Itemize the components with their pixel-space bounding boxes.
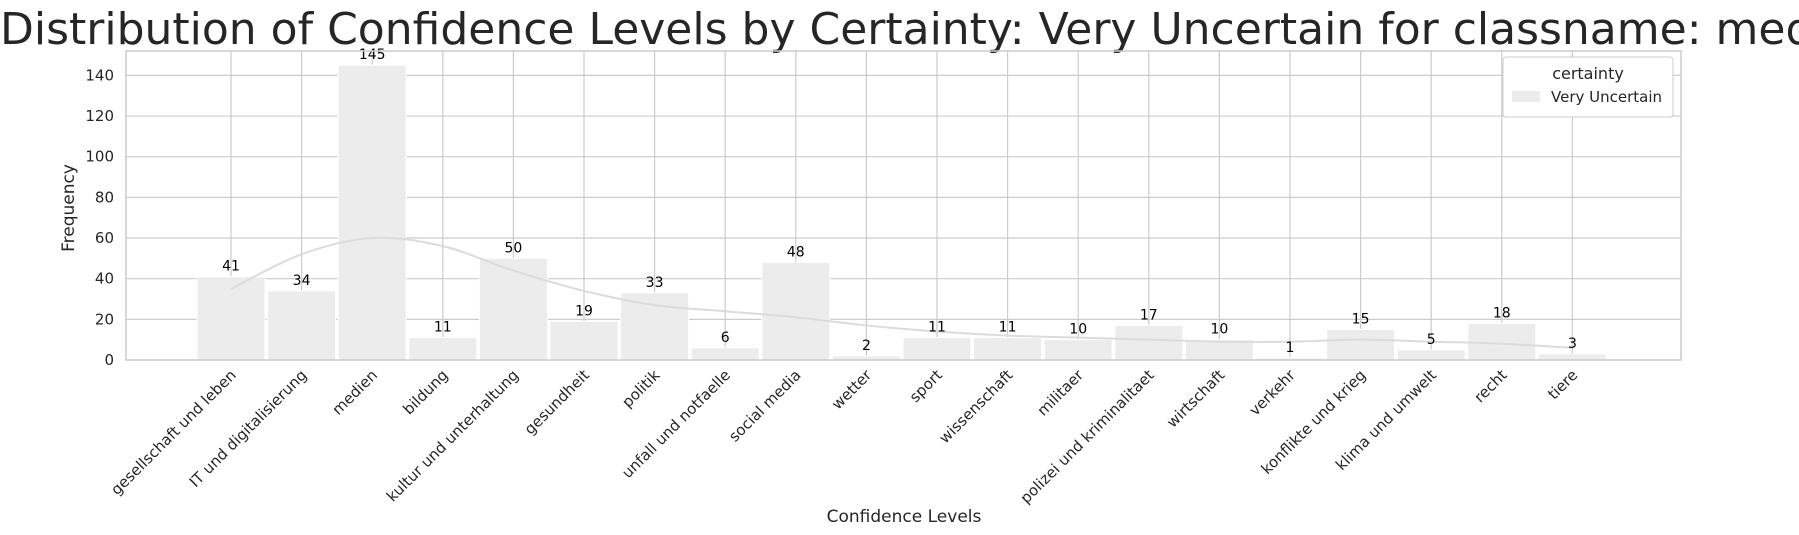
bar-value-label: 145 xyxy=(359,47,386,63)
x-tick-label: sport xyxy=(906,366,946,406)
bar-value-label: 2 xyxy=(862,338,871,354)
x-tick-label: wetter xyxy=(828,366,876,414)
kde-layer xyxy=(230,236,1573,349)
bar xyxy=(196,276,266,361)
chart-title: Distribution of Confidence Levels by Cer… xyxy=(0,4,1799,55)
bar-value-label: 10 xyxy=(1069,322,1087,338)
y-tick-label: 40 xyxy=(95,270,114,288)
data-label-layer: 41 34 145 11 50 19 33 6 48 2 11 11 10 17 10 1 15 5 18 3 xyxy=(222,47,1577,356)
bar xyxy=(1043,339,1113,361)
bar xyxy=(549,320,619,361)
bar-value-label: 6 xyxy=(721,330,730,346)
bar xyxy=(690,347,760,361)
bar xyxy=(408,337,478,361)
y-tick-label: 0 xyxy=(104,351,114,369)
legend-swatch xyxy=(1512,91,1540,102)
y-axis-label: Frequency xyxy=(59,164,79,252)
bar xyxy=(337,64,407,361)
bar-value-label: 18 xyxy=(1493,305,1511,321)
bar-value-label: 33 xyxy=(646,275,664,291)
y-tick-label: 80 xyxy=(95,188,114,206)
x-axis-label: Confidence Levels xyxy=(827,507,982,527)
bar-value-label: 5 xyxy=(1427,332,1436,348)
bar-value-label: 3 xyxy=(1568,336,1577,352)
x-tick-label: politik xyxy=(618,366,663,411)
x-tick-label: wissenschaft xyxy=(935,366,1016,447)
bar xyxy=(1537,353,1607,361)
y-tick-label: 140 xyxy=(85,66,114,84)
bar xyxy=(478,257,548,361)
y-tick-label: 60 xyxy=(95,229,114,247)
legend-title: certainty xyxy=(1552,64,1624,83)
x-tick-label: recht xyxy=(1471,366,1511,406)
bar xyxy=(1467,322,1537,361)
bar xyxy=(1326,329,1396,361)
bar-layer xyxy=(196,64,1607,361)
bar xyxy=(620,292,690,361)
bar xyxy=(902,337,972,361)
bar-value-label: 11 xyxy=(928,320,946,336)
bar xyxy=(1114,324,1184,361)
x-tick-label: gesellschaft und leben xyxy=(107,366,240,499)
y-tick-label: 100 xyxy=(85,148,114,166)
bar xyxy=(1396,349,1466,361)
x-tick-label: wirtschaft xyxy=(1163,366,1228,431)
legend-entry-very-uncertain: Very Uncertain xyxy=(1551,88,1662,106)
x-tick-label: bildung xyxy=(399,366,451,418)
x-tick-label: verkehr xyxy=(1246,366,1300,420)
bar xyxy=(973,337,1043,361)
y-tick-label: 20 xyxy=(95,310,114,328)
y-tick-label: 120 xyxy=(85,107,114,125)
bar-value-label: 10 xyxy=(1210,322,1228,338)
bar-value-label: 41 xyxy=(222,259,240,275)
x-tick-label: medien xyxy=(329,366,382,419)
legend: certainty Very Uncertain xyxy=(1502,56,1674,118)
x-tick-label: IT und digitalisierung xyxy=(186,366,311,491)
axes-frame xyxy=(125,50,1682,361)
legend-frame xyxy=(1502,56,1674,118)
x-tick-label: militaer xyxy=(1034,366,1088,420)
x-tick-label: kultur und unterhaltung xyxy=(383,366,522,505)
x-tick-label: tiere xyxy=(1544,366,1581,403)
bar-value-label: 11 xyxy=(999,320,1017,336)
x-tick-label: gesundheit xyxy=(521,366,593,438)
bar-value-label: 50 xyxy=(504,240,522,256)
x-tick-label: polizei und kriminalitaet xyxy=(1017,366,1158,507)
bar xyxy=(761,261,831,361)
bar-value-label: 1 xyxy=(1286,340,1295,356)
x-tick-label: social media xyxy=(725,366,804,445)
bar-value-label: 19 xyxy=(575,303,593,319)
bar xyxy=(267,290,337,361)
bar-value-label: 48 xyxy=(787,244,805,260)
bar-value-label: 11 xyxy=(434,320,452,336)
bar-value-label: 15 xyxy=(1352,312,1370,328)
bar-value-label: 34 xyxy=(293,273,311,289)
kde-line xyxy=(230,236,1573,349)
bar-value-label: 17 xyxy=(1140,307,1158,323)
